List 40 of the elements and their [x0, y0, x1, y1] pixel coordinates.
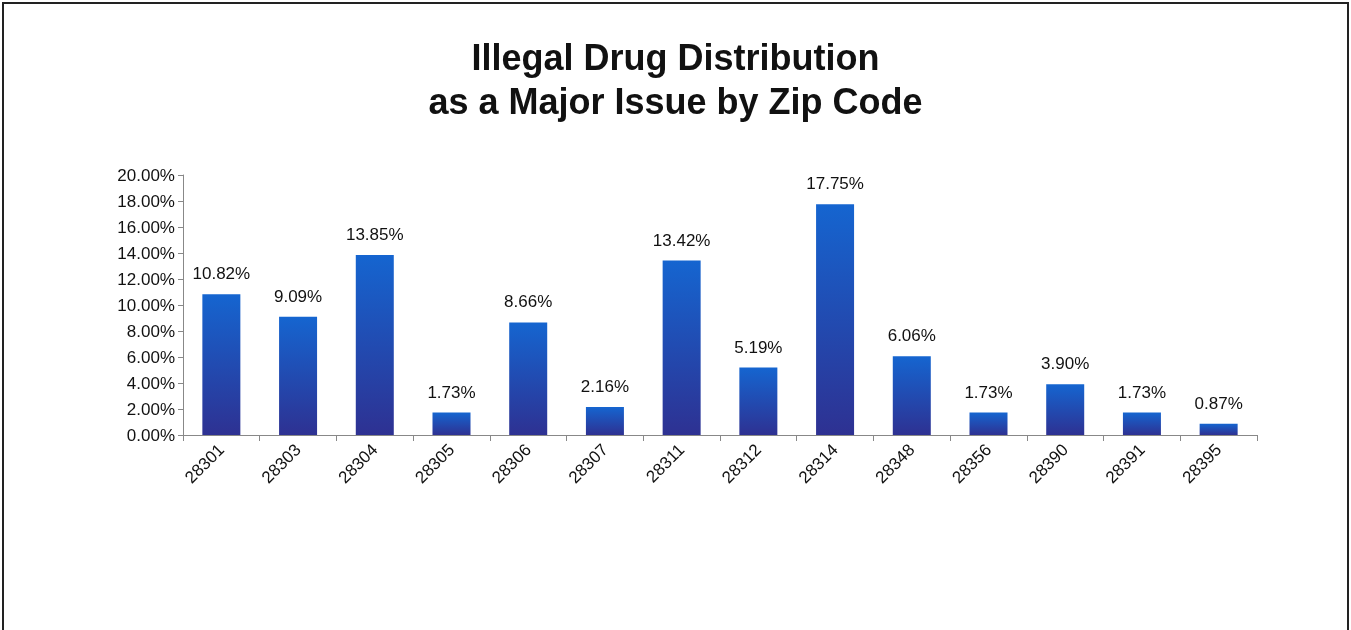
bar [1122, 412, 1161, 435]
bar [355, 254, 394, 435]
data-label: 1.73% [964, 382, 1013, 402]
data-label: 6.06% [887, 326, 936, 346]
y-tick-label: 0.00% [126, 425, 175, 445]
bar [969, 412, 1008, 435]
y-tick-label: 4.00% [126, 373, 175, 393]
data-label: 0.87% [1194, 393, 1243, 413]
bar [1199, 423, 1238, 435]
data-label: 17.75% [806, 174, 864, 194]
chart-title: Illegal Drug Distribution as a Major Issue by Zip Code [428, 36, 923, 122]
bar [816, 204, 855, 435]
y-tick-label: 18.00% [117, 191, 175, 211]
bar [279, 316, 318, 435]
bar [739, 367, 778, 435]
y-tick-label: 2.00% [126, 399, 175, 419]
bar [892, 356, 931, 435]
y-tick-label: 6.00% [126, 347, 175, 367]
bar [509, 322, 548, 435]
bar [432, 412, 471, 435]
y-tick-label: 20.00% [117, 165, 175, 185]
data-label: 10.82% [192, 264, 251, 284]
data-label: 1.73% [1117, 382, 1167, 402]
data-label: 13.85% [345, 224, 404, 244]
y-tick-label: 10.00% [117, 295, 175, 315]
y-tick-label: 8.00% [126, 321, 175, 341]
y-tick-label: 14.00% [117, 243, 175, 263]
bar [585, 406, 624, 435]
y-tick-label: 12.00% [117, 269, 175, 289]
data-label: 9.09% [273, 286, 323, 306]
data-label: 1.73% [427, 382, 476, 402]
bar [202, 294, 241, 435]
bar [1046, 384, 1085, 435]
data-label: 3.90% [1041, 354, 1090, 374]
data-label: 8.66% [504, 292, 553, 312]
data-label: 2.16% [580, 376, 630, 396]
y-tick-label: 16.00% [117, 217, 175, 237]
data-label: 13.42% [652, 230, 711, 250]
data-label: 5.19% [734, 337, 783, 357]
bar [662, 260, 701, 435]
